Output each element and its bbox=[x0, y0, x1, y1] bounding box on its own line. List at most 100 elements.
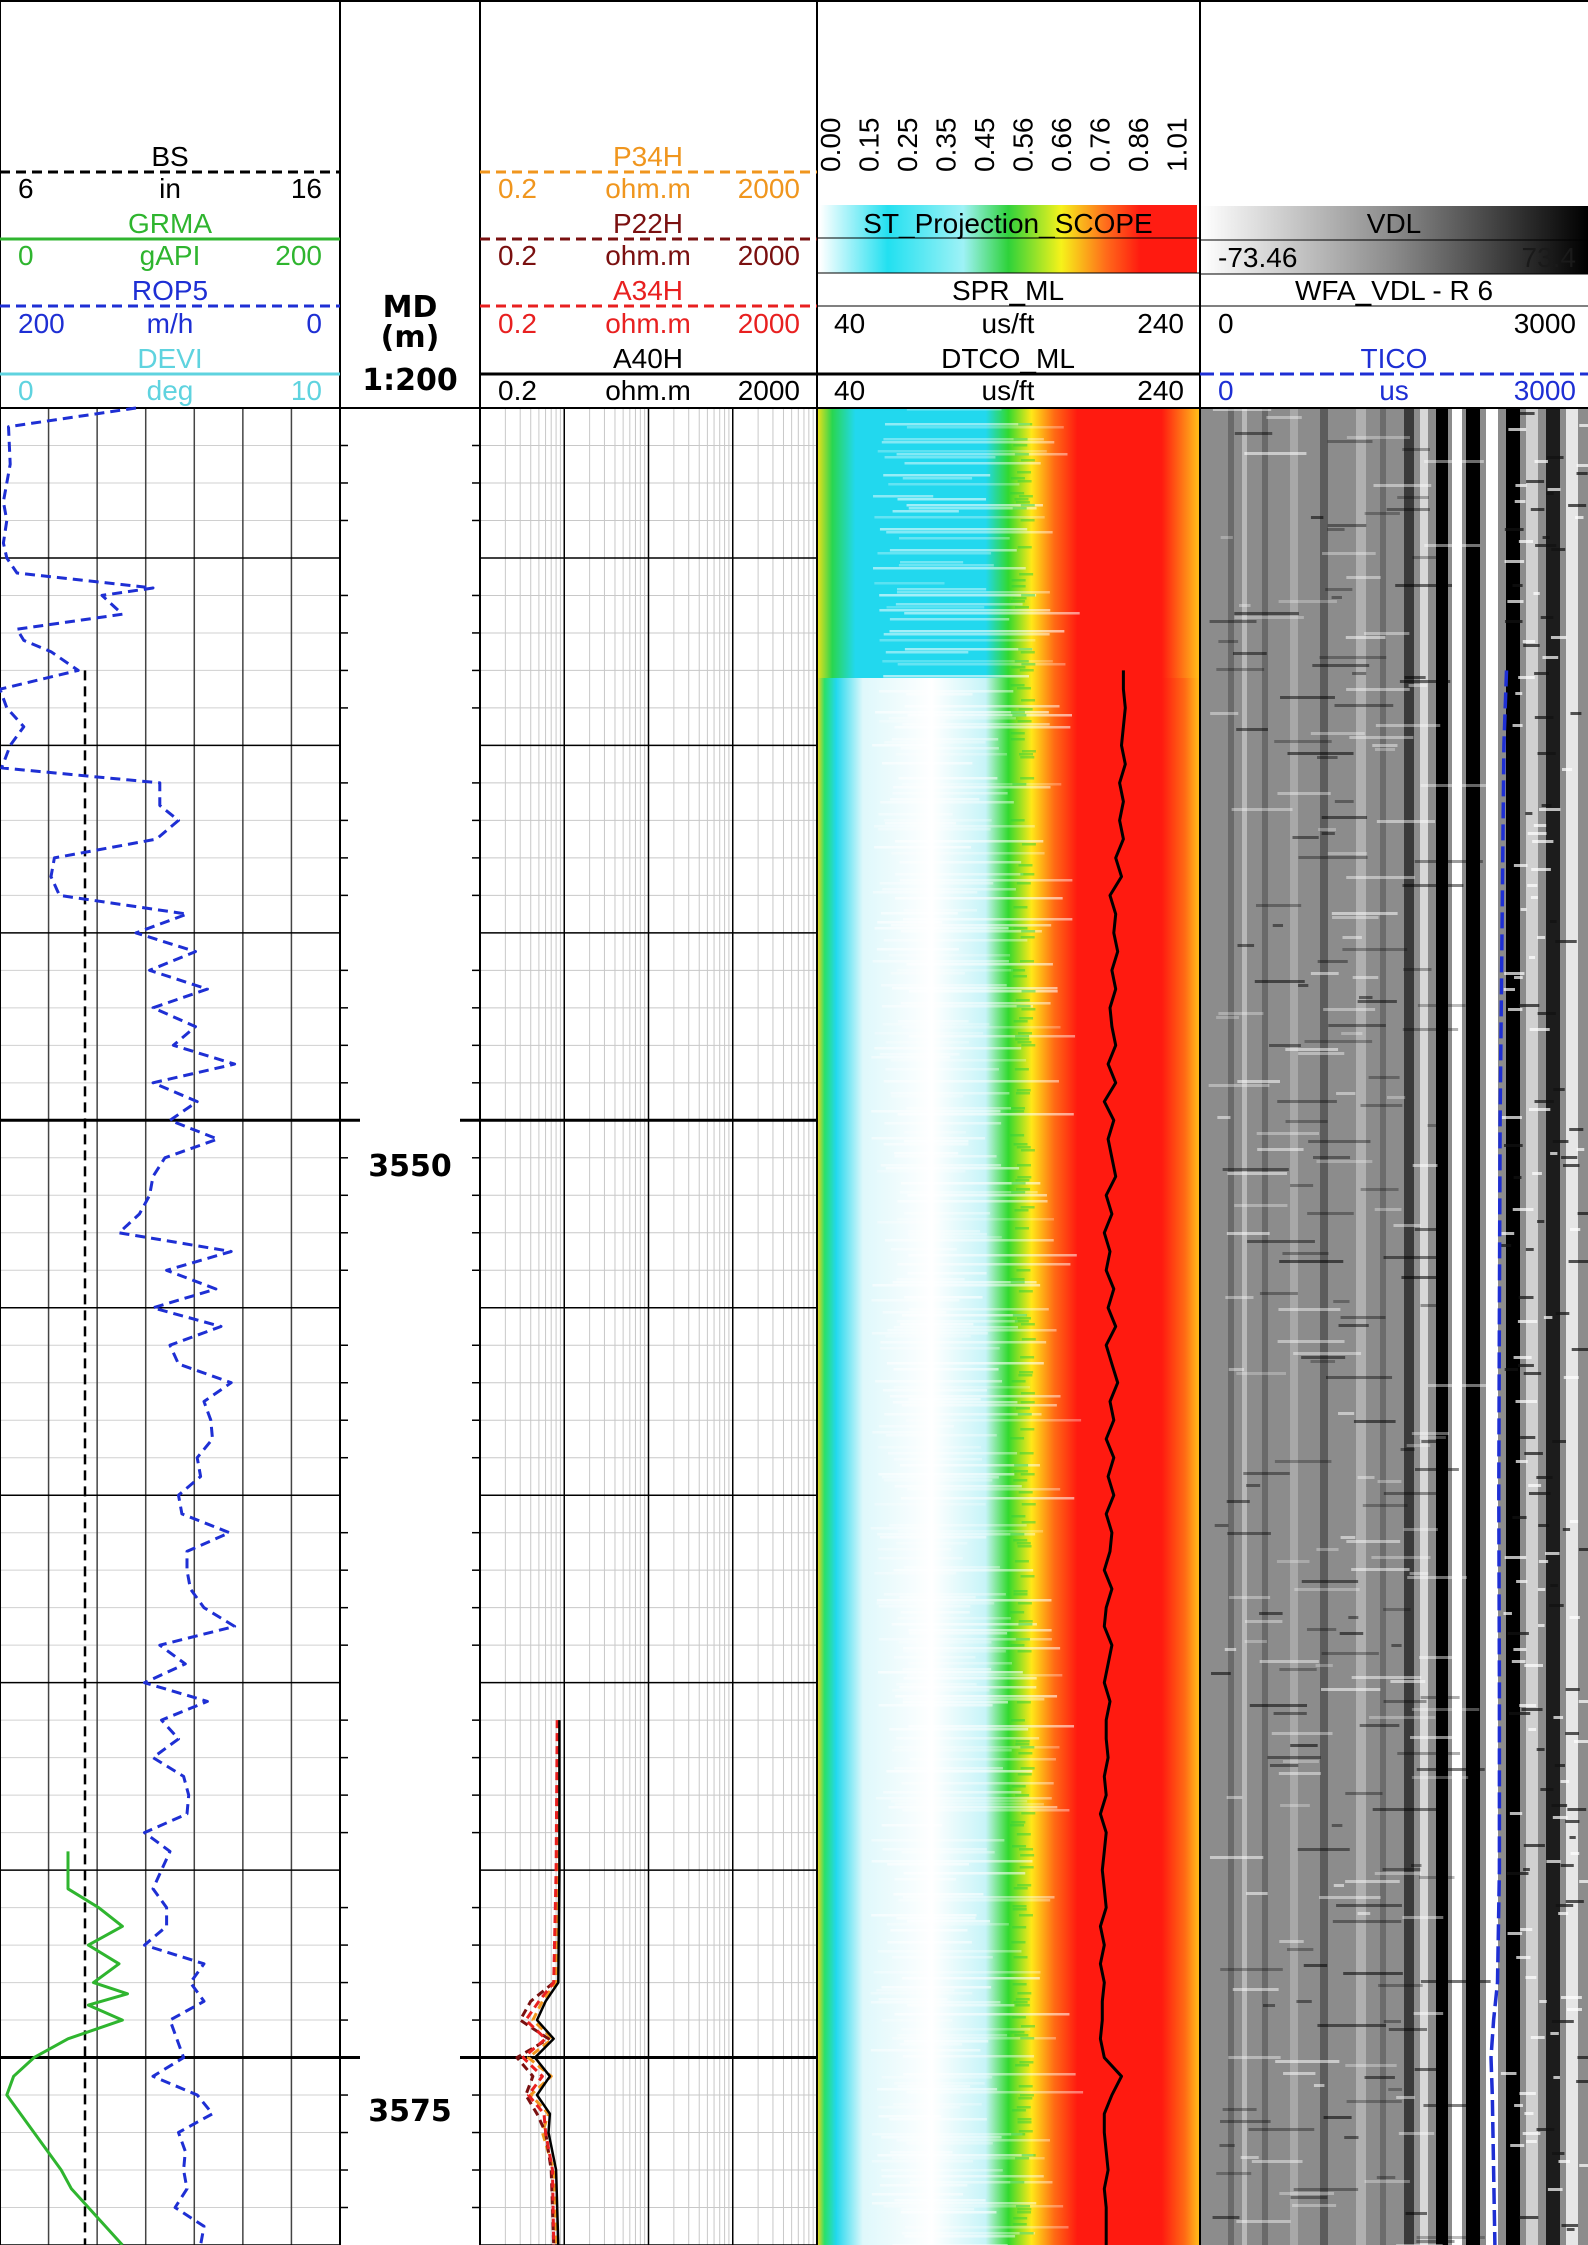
dtco-ml-unit: us/ft bbox=[982, 375, 1035, 406]
wfa-left-scale: 0 bbox=[1218, 308, 1234, 339]
grma-right-scale: 200 bbox=[275, 240, 322, 271]
depth-scale: 1:200 bbox=[362, 363, 458, 398]
vdl-band bbox=[1452, 408, 1462, 2245]
wfa-right-scale: 3000 bbox=[1514, 308, 1576, 339]
scale-tick-label: 0.25 bbox=[892, 118, 923, 173]
curve-a34h bbox=[521, 1720, 559, 2245]
depth-label-3550: 3550 bbox=[368, 1149, 452, 1184]
scale-tick-label: 0.45 bbox=[969, 118, 1000, 173]
vdl-waveform-bands bbox=[1208, 408, 1588, 2245]
track5-header: VDL -73.46 73.4 WFA_VDL - R 6 0 3000 TIC… bbox=[1200, 206, 1588, 406]
p34h-right-scale: 2000 bbox=[738, 173, 800, 204]
tico-left-scale: 0 bbox=[1218, 375, 1234, 406]
scale-tick-label: 0.56 bbox=[1008, 118, 1039, 173]
devi-left-scale: 0 bbox=[18, 375, 34, 406]
scale-tick-label: 0.76 bbox=[1085, 118, 1116, 173]
grma-curve-name: GRMA bbox=[128, 208, 212, 239]
vdl-band bbox=[1380, 408, 1386, 2245]
vdl-band bbox=[1466, 408, 1480, 2245]
p34h-left-scale: 0.2 bbox=[498, 173, 537, 204]
curve-p34h bbox=[526, 1720, 560, 2245]
a34h-unit: ohm.m bbox=[605, 308, 691, 339]
vdl-max: 73.4 bbox=[1522, 242, 1577, 273]
p22h-unit: ohm.m bbox=[605, 240, 691, 271]
p34h-unit: ohm.m bbox=[605, 173, 691, 204]
vdl-band bbox=[1566, 408, 1578, 2245]
a34h-right-scale: 2000 bbox=[738, 308, 800, 339]
rop5-unit: m/h bbox=[147, 308, 194, 339]
track3-header: P34H 0.2 ohm.m 2000 P22H 0.2 ohm.m 2000 … bbox=[480, 141, 817, 406]
depth-track-header: MD (m) 1:200 bbox=[362, 290, 458, 398]
vdl-band bbox=[1486, 408, 1498, 2245]
devi-right-scale: 10 bbox=[291, 375, 322, 406]
curve-grma bbox=[5, 1851, 129, 2245]
dtco-ml-left-scale: 40 bbox=[834, 375, 865, 406]
depth-title-md: MD bbox=[383, 290, 438, 325]
vdl-band bbox=[1228, 408, 1234, 2245]
bs-unit: in bbox=[159, 173, 181, 204]
p22h-left-scale: 0.2 bbox=[498, 240, 537, 271]
track4-texture bbox=[870, 408, 1084, 2245]
a40h-right-scale: 2000 bbox=[738, 375, 800, 406]
vdl-band bbox=[1546, 408, 1560, 2245]
scale-tick-label: 0.35 bbox=[931, 118, 962, 173]
track4-header: 0.00 0.15 0.25 0.35 0.45 0.56 0.66 0.76 0.86 1.01… bbox=[815, 118, 1200, 406]
log-curves bbox=[0, 406, 1509, 2245]
tico-unit: us bbox=[1379, 375, 1409, 406]
vdl-curve-name: VDL bbox=[1367, 208, 1421, 239]
scale-tick-label: 0.86 bbox=[1123, 118, 1154, 173]
a40h-left-scale: 0.2 bbox=[498, 375, 537, 406]
a40h-unit: ohm.m bbox=[605, 375, 691, 406]
dtco-ml-curve-name: DTCO_ML bbox=[941, 343, 1075, 374]
spr-ml-unit: us/ft bbox=[982, 308, 1035, 339]
depth-title-unit: (m) bbox=[381, 320, 440, 355]
vdl-band bbox=[1320, 408, 1328, 2245]
devi-curve-name: DEVI bbox=[137, 343, 202, 374]
vdl-min: -73.46 bbox=[1218, 242, 1297, 273]
vdl-band bbox=[1290, 408, 1298, 2245]
vdl-band bbox=[1404, 408, 1414, 2245]
image-name: ST_Projection_SCOPE bbox=[863, 208, 1152, 239]
curve-a40h bbox=[533, 1720, 561, 2245]
p34h-curve-name: P34H bbox=[613, 141, 683, 172]
scale-tick-label: 1.01 bbox=[1162, 118, 1193, 173]
vdl-band bbox=[1506, 408, 1520, 2245]
spr-ml-left-scale: 40 bbox=[834, 308, 865, 339]
scale-tick-label: 0.66 bbox=[1046, 118, 1077, 173]
vdl-band bbox=[1436, 408, 1448, 2245]
vdl-band bbox=[1242, 408, 1247, 2245]
track4-image-top bbox=[817, 408, 1200, 678]
rop5-right-scale: 0 bbox=[306, 308, 322, 339]
bs-left-scale: 6 bbox=[18, 173, 34, 204]
vdl-band bbox=[1526, 408, 1538, 2245]
vdl-band bbox=[1262, 408, 1268, 2245]
color-scale-bar bbox=[820, 205, 1197, 273]
bs-curve-name: BS bbox=[151, 141, 188, 172]
dtco-ml-right-scale: 240 bbox=[1137, 375, 1184, 406]
p22h-curve-name: P22H bbox=[613, 208, 683, 239]
vdl-band bbox=[1356, 408, 1366, 2245]
rop5-curve-name: ROP5 bbox=[132, 275, 208, 306]
grma-unit: gAPI bbox=[140, 240, 201, 271]
spr-ml-curve-name: SPR_ML bbox=[952, 275, 1064, 306]
a34h-left-scale: 0.2 bbox=[498, 308, 537, 339]
scale-tick-label: 0.00 bbox=[815, 118, 846, 173]
wfa-vdl-name: WFA_VDL - R 6 bbox=[1295, 275, 1493, 306]
a34h-curve-name: A34H bbox=[613, 275, 683, 306]
spr-ml-right-scale: 240 bbox=[1137, 308, 1184, 339]
scale-tick-label: 0.15 bbox=[854, 118, 885, 173]
tico-curve-name: TICO bbox=[1361, 343, 1428, 374]
curve-dtco_ml bbox=[1098, 670, 1127, 2245]
p22h-right-scale: 2000 bbox=[738, 240, 800, 271]
vdl-band bbox=[1420, 408, 1428, 2245]
depth-label-3575: 3575 bbox=[368, 2094, 452, 2129]
track1-header: BS 6 in 16 GRMA 0 gAPI 200 ROP5 200 m/h … bbox=[0, 141, 340, 406]
curve-rop5 bbox=[0, 406, 237, 2245]
rop5-left-scale: 200 bbox=[18, 308, 65, 339]
a40h-curve-name: A40H bbox=[613, 343, 683, 374]
fine-grid bbox=[0, 407, 817, 2245]
grma-left-scale: 0 bbox=[18, 240, 34, 271]
bs-right-scale: 16 bbox=[291, 173, 322, 204]
tico-right-scale: 3000 bbox=[1514, 375, 1576, 406]
